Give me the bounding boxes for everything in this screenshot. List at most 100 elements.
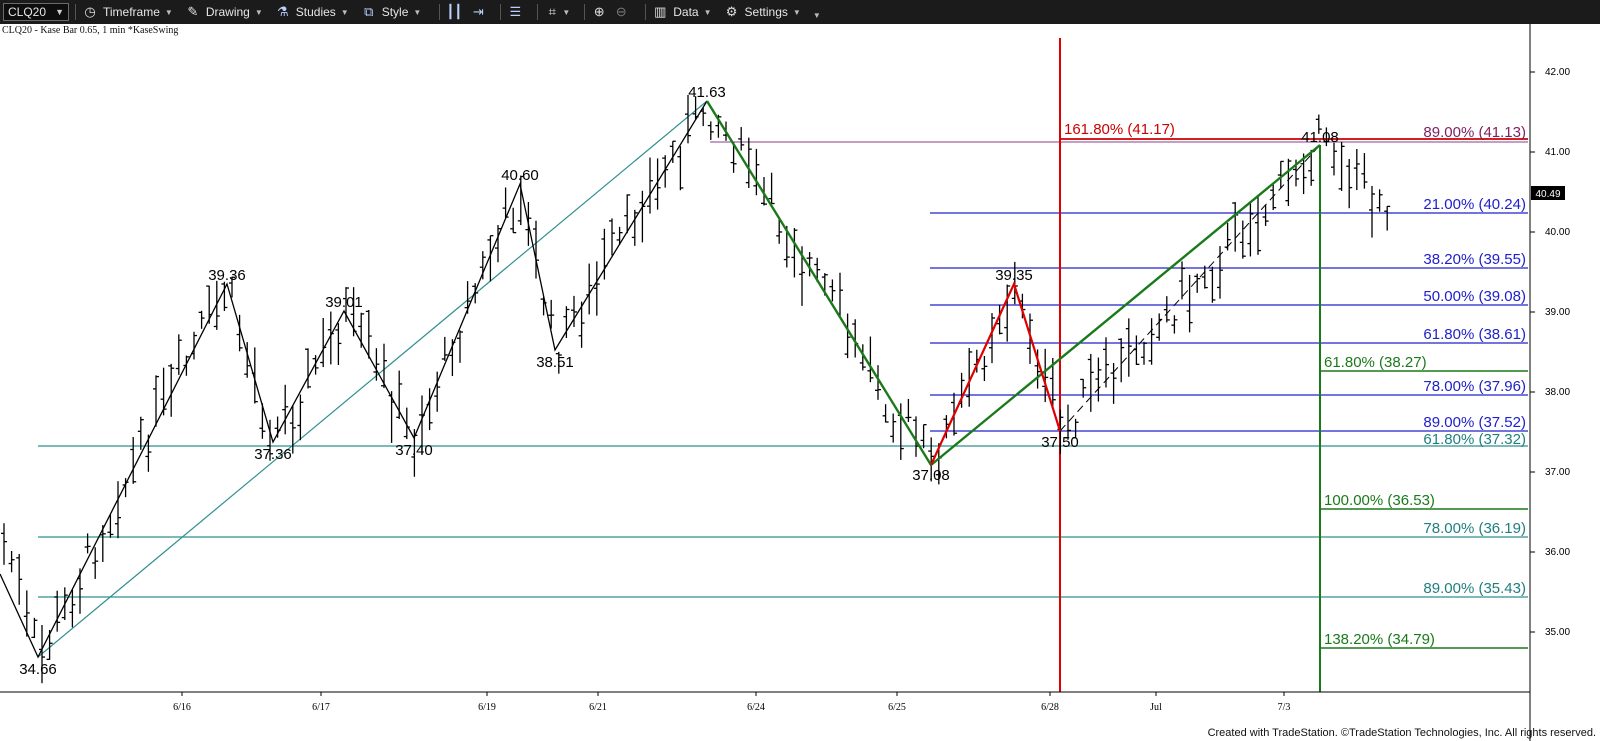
timeframe-menu[interactable]: ◷ Timeframe ▼	[82, 4, 173, 20]
panels-icon[interactable]: ☰	[509, 4, 522, 19]
zoom-in-icon[interactable]: ⊕	[593, 4, 605, 19]
time-axis: 6/16 6/17 6/19 6/21 6/24 6/25 6/28 Jul 7…	[173, 692, 1290, 713]
overflow-chevron-icon[interactable]: ▼	[812, 10, 821, 20]
price-bar	[639, 190, 646, 243]
price-bar	[267, 419, 273, 461]
price-bar	[1262, 204, 1269, 226]
price-bar	[890, 413, 897, 443]
symbol-selector[interactable]: CLQ20 ▼	[3, 3, 69, 21]
price-bar	[305, 348, 311, 389]
price-bar	[981, 355, 988, 382]
drawing-menu[interactable]: ✎ Drawing ▼	[185, 4, 263, 20]
chart-subtitle: CLQ20 - Kase Bar 0.65, 1 min *KaseSwing	[2, 25, 179, 36]
price-bar	[1384, 205, 1391, 231]
price-chart[interactable]: 34.66 39.36 37.36 39.01 37.40 40.60 38.5…	[0, 24, 1600, 741]
level-label: 89.00% (41.13)	[1423, 124, 1526, 141]
data-label: Data	[673, 5, 699, 19]
price-bar	[1110, 363, 1117, 404]
toolbar-divider	[439, 4, 441, 20]
price-bar	[609, 218, 615, 256]
price-bar	[1308, 149, 1315, 186]
chevron-down-icon: ▼	[413, 7, 422, 17]
level-labels: 161.80% (41.17) 89.00% (41.13) 21.00% (4…	[1064, 121, 1526, 648]
level-label: 21.00% (40.24)	[1423, 196, 1526, 213]
price-bar	[745, 137, 752, 188]
copyright-footer: Created with TradeStation. ©TradeStation…	[1207, 727, 1596, 739]
compress-icon[interactable]: ⇥	[472, 4, 484, 19]
bars-icon[interactable]: ┃┃	[446, 4, 463, 19]
swing-label: 37.40	[395, 442, 433, 459]
price-bar	[555, 351, 562, 374]
price-bar	[654, 158, 661, 210]
price-bar	[753, 148, 760, 196]
level-label: 100.00% (36.53)	[1324, 492, 1435, 509]
settings-menu[interactable]: ⚙ Settings ▼	[724, 4, 801, 20]
level-label: 89.00% (37.52)	[1423, 414, 1526, 431]
price-bar	[1239, 220, 1246, 259]
chevron-down-icon[interactable]: ▼	[562, 7, 571, 17]
svg-text:35.00: 35.00	[1545, 627, 1570, 638]
price-bar	[320, 317, 327, 368]
price-bar	[616, 226, 623, 245]
price-bar	[1004, 284, 1011, 342]
price-bar	[297, 394, 304, 441]
toolbar-divider	[645, 4, 647, 20]
data-menu[interactable]: ▥ Data ▼	[652, 4, 711, 20]
price-bar	[510, 207, 517, 234]
price-bar	[685, 94, 691, 144]
price-bar	[1369, 185, 1375, 238]
level-label: 78.00% (36.19)	[1423, 520, 1526, 537]
chevron-down-icon: ▼	[340, 7, 349, 17]
chart-toolbar: CLQ20 ▼ ◷ Timeframe ▼ ✎ Drawing ▼ ⚗ Stud…	[0, 0, 1600, 24]
time-tick: 6/21	[589, 692, 607, 713]
price-bar	[1171, 315, 1178, 334]
svg-text:37.00: 37.00	[1545, 467, 1570, 478]
time-tick: 6/16	[173, 692, 191, 713]
price-bar	[677, 146, 684, 191]
time-tick: 6/28	[1041, 692, 1059, 713]
price-bar	[1232, 202, 1239, 252]
price-bar	[115, 481, 121, 539]
price-bar	[365, 309, 372, 359]
style-menu[interactable]: ⧉ Style ▼	[361, 4, 422, 20]
price-tick: 42.00	[1530, 67, 1570, 78]
price-bar	[548, 299, 555, 329]
cursor-icon[interactable]: ⌗	[548, 4, 556, 19]
settings-label: Settings	[744, 5, 788, 19]
price-bar	[996, 304, 1003, 335]
flask-icon: ⚗	[276, 4, 289, 19]
price-bar	[1163, 296, 1170, 323]
price-bar	[107, 514, 114, 538]
svg-text:36.00: 36.00	[1545, 547, 1570, 558]
price-bar	[259, 403, 266, 439]
chevron-down-icon: ▼	[254, 7, 263, 17]
red-swing-line	[930, 280, 1062, 466]
price-bar	[343, 287, 349, 322]
price-bar	[1315, 114, 1322, 134]
price-bar	[1042, 348, 1049, 403]
price-bar	[1209, 266, 1216, 303]
price-bar	[373, 348, 380, 381]
price-bar	[388, 391, 395, 443]
studies-menu[interactable]: ⚗ Studies ▼	[275, 4, 349, 20]
price-bar	[1179, 261, 1185, 300]
zoom-out-icon[interactable]: ⊖	[615, 4, 627, 19]
level-label: 61.80% (37.32)	[1423, 431, 1526, 448]
price-bar	[487, 235, 494, 282]
price-bar	[198, 310, 205, 329]
chevron-down-icon: ▼	[703, 7, 712, 17]
clock-icon: ◷	[84, 4, 96, 19]
price-bar	[457, 330, 463, 363]
swing-label: 39.35	[995, 267, 1033, 284]
time-tick: Jul	[1150, 692, 1162, 713]
price-bar	[145, 434, 152, 472]
price-bar	[403, 407, 410, 440]
price-bar	[761, 177, 767, 206]
svg-text:41.00: 41.00	[1545, 147, 1570, 158]
price-bar	[738, 127, 745, 151]
price-bar	[707, 121, 714, 140]
price-bar	[1224, 222, 1231, 251]
svg-text:38.00: 38.00	[1545, 387, 1570, 398]
price-bar	[1285, 158, 1292, 207]
price-bar	[1270, 184, 1277, 211]
